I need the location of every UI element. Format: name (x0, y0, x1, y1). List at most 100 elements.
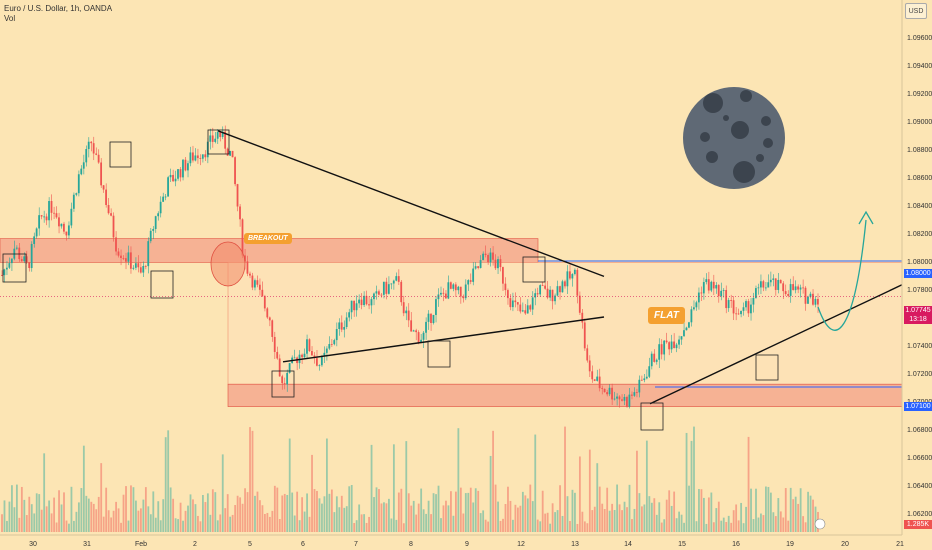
volume-bar (137, 510, 140, 532)
volume-bar (454, 491, 457, 532)
volume-bar (164, 437, 167, 532)
volume-bar (472, 502, 475, 532)
volume-bar (197, 515, 199, 532)
symbol-title[interactable]: Euro / U.S. Dollar, 1h, OANDA (4, 4, 113, 13)
candle-body (757, 287, 760, 289)
volume-bar (747, 436, 750, 532)
candle-body (474, 266, 477, 269)
candle-body (586, 348, 589, 361)
candle-body (67, 225, 70, 236)
candle-body (623, 396, 626, 401)
volume-bar (487, 521, 490, 532)
candle-body (546, 288, 549, 298)
volume-bar (812, 499, 814, 532)
volume-bar (70, 486, 73, 532)
volume-bar (177, 519, 179, 532)
moon-icon (683, 87, 785, 189)
candle-body (345, 317, 348, 327)
volume-bar (516, 507, 519, 532)
volume-bar (559, 485, 561, 532)
volume-bar (395, 519, 398, 532)
candle-body (415, 330, 418, 333)
volume-bar (804, 522, 807, 532)
candle-body (514, 300, 517, 303)
candle-body (35, 228, 38, 237)
volume-bar (678, 511, 681, 532)
candle-body (688, 322, 690, 328)
candle-body (454, 284, 457, 291)
volume-bar (276, 487, 279, 532)
candle-body (87, 141, 90, 150)
volume-bar (581, 511, 584, 532)
candle-body (110, 213, 112, 216)
volume-bar (789, 487, 792, 532)
candle-body (675, 344, 678, 349)
volume-bar (541, 490, 544, 532)
candle-body (134, 263, 137, 268)
candle-body (102, 185, 105, 190)
volume-bar (445, 500, 447, 532)
rising-support-trendline (649, 284, 903, 405)
volume-legend[interactable]: Vol (4, 14, 16, 23)
candle-body (127, 252, 130, 262)
volume-bar (100, 463, 103, 532)
volume-bar (224, 508, 227, 532)
candle-body (204, 154, 207, 158)
candle-body (576, 269, 579, 296)
volume-bar (596, 463, 599, 532)
candle-body (318, 365, 321, 367)
candle-body (368, 304, 370, 306)
candle-body (417, 332, 420, 343)
volume-bar (467, 492, 470, 532)
volume-bar (578, 456, 581, 532)
x-tick-label: 6 (301, 541, 305, 548)
volume-bar (631, 519, 633, 532)
candle-body (209, 135, 212, 142)
volume-bar (368, 516, 370, 532)
volume-bar (782, 517, 785, 532)
candle-body (541, 285, 544, 286)
moon-crater (700, 132, 710, 142)
candle-body (50, 201, 53, 213)
candle-body (120, 255, 122, 258)
volume-bar (735, 504, 738, 532)
volume-bar (794, 496, 797, 532)
candle-body (201, 154, 204, 159)
candle-body (162, 196, 165, 202)
volume-bar (130, 485, 132, 532)
candle-body (556, 286, 559, 296)
candle-body (395, 276, 398, 281)
candle-body (330, 344, 333, 345)
candle-body (583, 322, 586, 349)
candle-body (452, 284, 455, 289)
candle-body (529, 305, 532, 310)
volume-bar (149, 514, 152, 532)
candle-body (561, 281, 564, 293)
volume-bar (591, 510, 594, 532)
volume-bar (576, 523, 579, 532)
candle-body (472, 268, 475, 282)
volume-bar (636, 450, 638, 532)
volume-bar (777, 498, 780, 532)
volume-bar (492, 430, 494, 532)
volume-bar (539, 521, 542, 532)
drawings (0, 129, 903, 431)
candle-body (95, 153, 98, 155)
candle-body (680, 336, 683, 340)
currency-button[interactable]: USD (905, 3, 927, 19)
candle-body (261, 289, 264, 297)
candle-body (353, 300, 355, 311)
candle-body (784, 291, 787, 295)
volume-bar (298, 520, 301, 532)
volume-bar (740, 502, 743, 532)
volume-bar (802, 516, 805, 532)
volume-bar (120, 522, 122, 532)
volume-bar (765, 486, 767, 532)
volume-bar (194, 504, 197, 532)
price-axis[interactable]: 1.09600 1.09400 1.09200 1.09000 1.08800 1.086… (901, 0, 932, 535)
volume-bar (566, 496, 569, 532)
time-axis[interactable]: 30 31 Feb 2 5 6 7 8 9 12 13 14 15 16 19 20 21 (0, 518, 904, 548)
volume-bar (420, 488, 423, 532)
volume-bar (172, 498, 175, 532)
